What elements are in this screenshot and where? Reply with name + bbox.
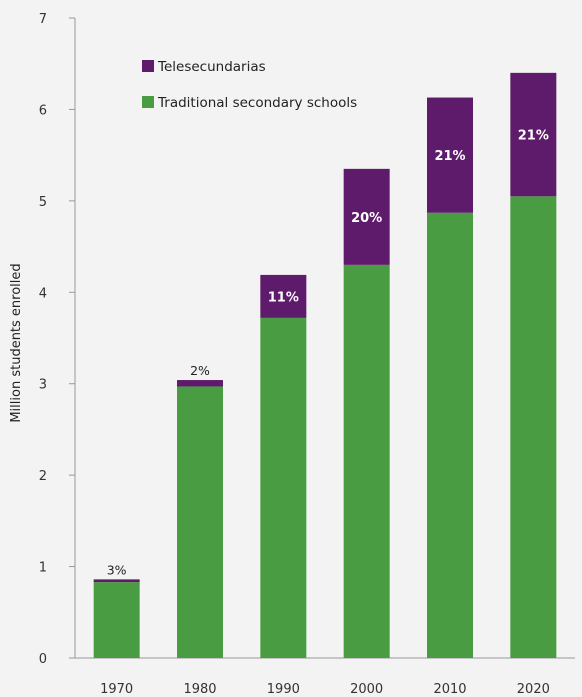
- share-label: 2%: [190, 363, 210, 378]
- x-tick-label: 1980: [183, 682, 216, 697]
- bar-traditional-segment: [427, 212, 473, 658]
- legend: Telesecundarias Traditional secondary sch…: [142, 59, 357, 111]
- bar-traditional-segment: [343, 264, 390, 658]
- legend-label: Telesecundarias: [157, 59, 266, 75]
- share-label: 21%: [518, 129, 549, 144]
- legend-swatch: [142, 96, 154, 108]
- y-tick-label: 2: [39, 469, 47, 484]
- bar-series: [93, 72, 557, 659]
- bar-traditional-segment: [177, 386, 223, 658]
- legend-swatch: [142, 60, 154, 72]
- y-tick-label: 0: [39, 652, 47, 667]
- share-label: 11%: [268, 290, 299, 305]
- share-label: 20%: [351, 211, 382, 226]
- y-tick-label: 7: [39, 12, 47, 27]
- share-labels: 3% 2% 11% 20% 21% 21%: [107, 129, 549, 578]
- x-tick-label: 2010: [433, 682, 466, 697]
- y-tick-label: 5: [39, 195, 47, 210]
- bar-telesecundarias-segment: [510, 72, 557, 197]
- chart-axes: 0 1 2 3 4 5 6 7 Million students enrolled 1970 198…: [9, 12, 575, 697]
- bar-traditional-segment: [93, 582, 140, 658]
- share-label: 21%: [434, 149, 465, 164]
- x-tick-label: 2020: [517, 682, 550, 697]
- bar-telesecundarias-segment: [427, 97, 473, 213]
- x-tick-label: 1990: [267, 682, 300, 697]
- x-tick-label: 2000: [350, 682, 383, 697]
- bar-traditional-segment: [510, 196, 557, 659]
- x-tick-label: 1970: [100, 682, 133, 697]
- y-axis-title: Million students enrolled: [9, 263, 24, 422]
- y-tick-label: 1: [39, 561, 47, 576]
- y-tick-label: 4: [39, 286, 47, 301]
- share-label: 3%: [107, 562, 127, 577]
- bar-traditional-segment: [260, 317, 307, 658]
- bar-telesecundarias-segment: [260, 274, 307, 318]
- y-tick-label: 6: [39, 103, 47, 118]
- bar-telesecundarias-segment: [177, 380, 223, 387]
- bar-telesecundarias-segment: [343, 168, 390, 265]
- legend-label: Traditional secondary schools: [157, 95, 357, 111]
- bar-telesecundarias-segment: [93, 579, 140, 583]
- y-tick-label: 3: [39, 378, 47, 393]
